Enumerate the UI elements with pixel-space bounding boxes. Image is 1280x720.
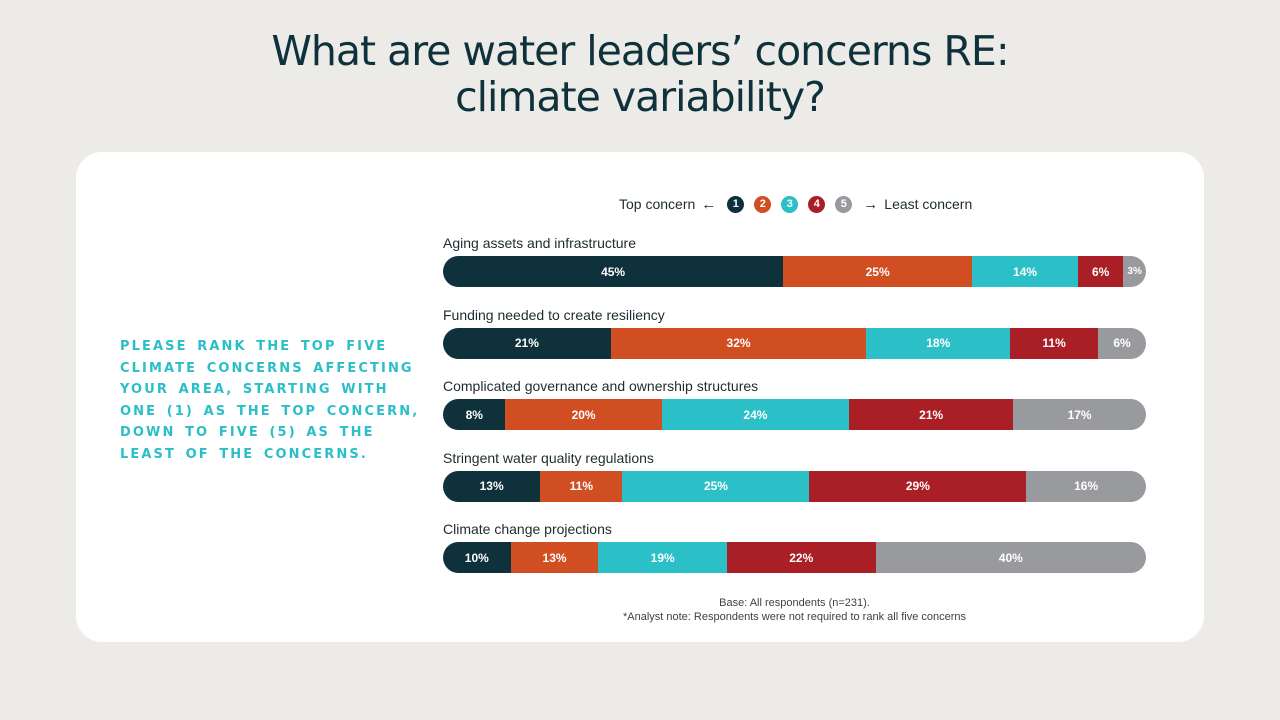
legend-top-concern-label: Top concern <box>619 196 696 212</box>
bar-segment-rank-2: 25% <box>783 256 973 287</box>
stacked-bar: 8% 20% 24% 21% 17% <box>443 399 1146 430</box>
left-arrow-icon: ← <box>701 195 717 213</box>
bar-segment-rank-3: 25% <box>622 470 810 502</box>
bar-segment-rank-2: 13% <box>510 542 599 573</box>
bar-segment-rank-3: 14% <box>972 256 1078 287</box>
legend-rank-4-dot: 4 <box>808 195 826 213</box>
bar-segment-rank-4: 22% <box>726 542 876 573</box>
footnote-base: Base: All respondents (n=231). <box>719 597 870 609</box>
bar-label: Funding needed to create resiliency <box>443 306 665 323</box>
bar-segment-rank-4: 11% <box>1010 327 1099 359</box>
legend-rank-1-dot: 1 <box>727 195 745 213</box>
stacked-bar: 13% 11% 25% 29% 16% <box>443 470 1146 502</box>
bar-segment-rank-5: 17% <box>1013 399 1146 430</box>
title-line-1: What are water leaders’ concerns RE: <box>271 27 1009 75</box>
bar-segment-rank-1: 8% <box>443 399 506 430</box>
bar-segment-rank-2: 11% <box>540 470 623 502</box>
legend-rank-5-dot: 5 <box>835 195 853 213</box>
bar-segment-rank-5: 40% <box>875 542 1146 573</box>
bar-label: Stringent water quality regulations <box>443 449 654 466</box>
bar-segment-rank-5: 3% <box>1123 256 1146 287</box>
bar-label: Climate change projections <box>443 521 612 537</box>
legend-least-concern-label: Least concern <box>884 196 973 212</box>
footnote-analyst-note: *Analyst note: Respondents were not requ… <box>622 611 967 623</box>
bar-segment-rank-2: 20% <box>505 399 662 430</box>
bar-segment-rank-4: 21% <box>849 399 1014 430</box>
stacked-bar: 10% 13% 19% 22% 40% <box>443 542 1146 573</box>
bar-segment-rank-5: 6% <box>1098 327 1146 359</box>
right-arrow-icon: → <box>863 195 879 213</box>
bar-segment-rank-1: 21% <box>443 327 611 359</box>
survey-prompt: Please rank the top five climate concern… <box>120 339 420 462</box>
bar-segment-rank-5: 16% <box>1026 470 1146 502</box>
bar-label: Aging assets and infrastructure <box>443 235 636 251</box>
bar-label: Complicated governance and ownership str… <box>443 378 759 394</box>
stacked-bar: 21% 32% 18% 11% 6% <box>443 327 1146 359</box>
chart-card: Please rank the top five climate concern… <box>76 152 1204 642</box>
bar-segment-rank-3: 19% <box>598 542 727 573</box>
bar-segment-rank-3: 18% <box>866 327 1011 359</box>
legend-rank-3-dot: 3 <box>781 195 799 213</box>
legend-rank-2-dot: 2 <box>754 195 772 213</box>
bar-segment-rank-4: 29% <box>809 470 1027 502</box>
bar-segment-rank-2: 32% <box>610 327 867 359</box>
bar-segment-rank-3: 24% <box>661 399 850 430</box>
title-line-2: climate variability? <box>455 73 826 121</box>
stacked-bar: 45% 25% 14% 6% 3% <box>443 256 1146 287</box>
bar-segment-rank-1: 13% <box>443 470 541 502</box>
bar-segment-rank-4: 6% <box>1077 256 1124 287</box>
bar-segment-rank-1: 45% <box>443 256 784 287</box>
bar-segment-rank-1: 10% <box>443 542 511 573</box>
slide-title: What are water leaders’ concerns RE: cli… <box>0 28 1280 120</box>
